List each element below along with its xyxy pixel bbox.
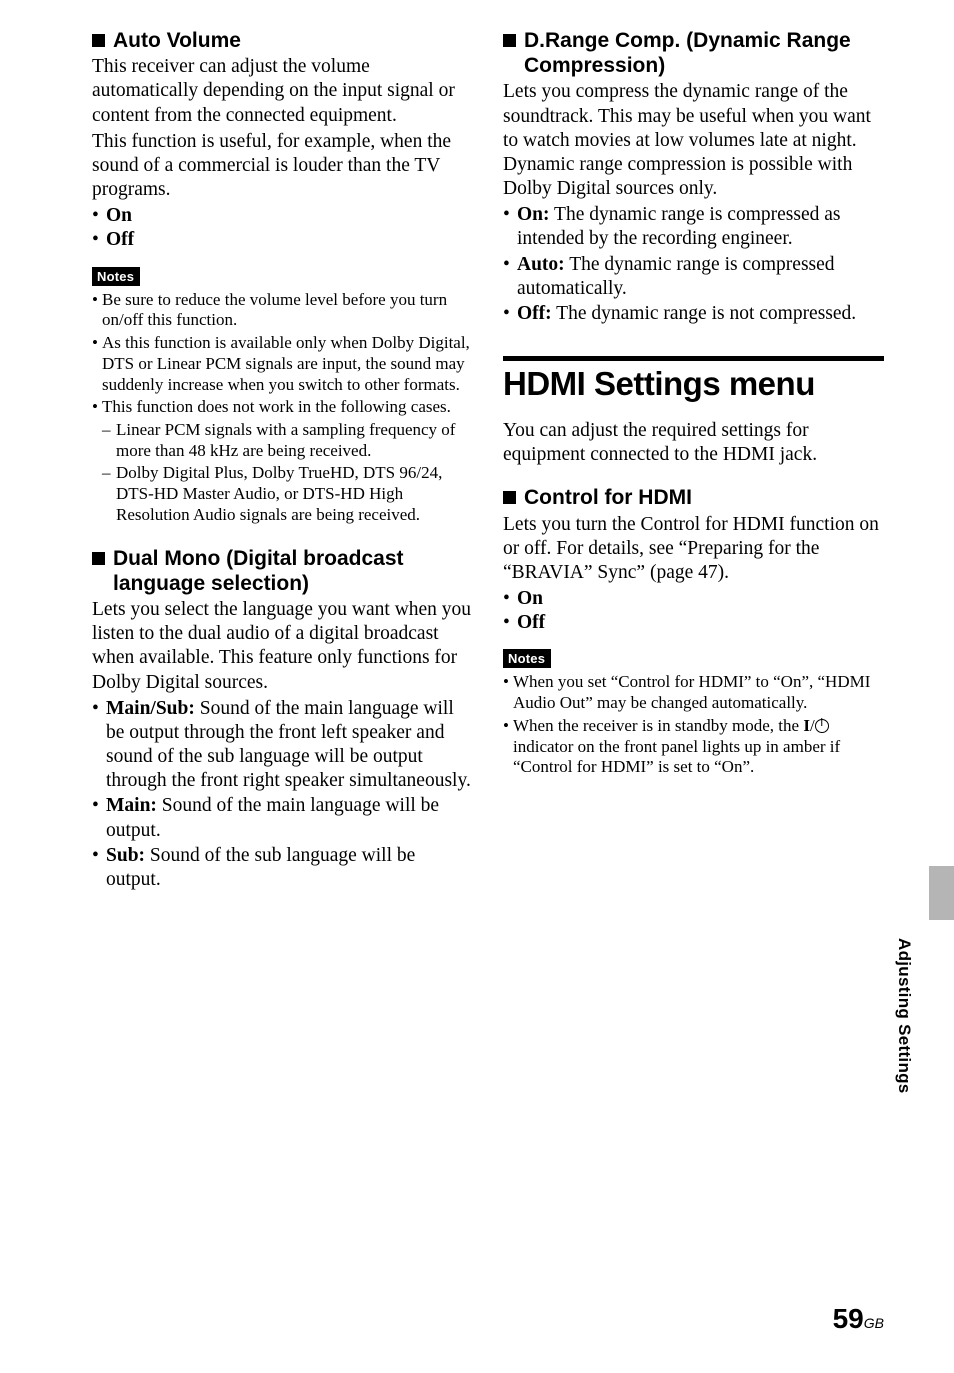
heading-text: Control for HDMI (524, 485, 692, 510)
heading-control-hdmi: Control for HDMI (503, 485, 884, 510)
page-columns: Auto Volume This receiver can adjust the… (92, 28, 884, 893)
note-pre: When the receiver is in standby mode, th… (513, 716, 803, 735)
list-item: On: The dynamic range is compressed as i… (503, 203, 884, 251)
left-column: Auto Volume This receiver can adjust the… (92, 28, 473, 893)
bullet-square-icon (503, 34, 516, 47)
sub-note: Linear PCM signals with a sampling frequ… (102, 420, 473, 461)
opt-on: On (503, 587, 884, 611)
list-item: Sub: Sound of the sub language will be o… (92, 844, 473, 892)
dual-mono-items: Main/Sub: Sound of the main language wil… (92, 697, 473, 892)
auto-volume-para1: This receiver can adjust the volume auto… (92, 55, 473, 128)
control-hdmi-notes: When you set “Control for HDMI” to “On”,… (503, 672, 884, 778)
auto-volume-notes: Be sure to reduce the volume level befor… (92, 290, 473, 526)
power-icon (815, 719, 829, 733)
heading-text: Auto Volume (113, 28, 241, 53)
page-footer: 59GB (833, 1303, 884, 1335)
opt-off: Off (503, 611, 884, 635)
note-bold: I (803, 716, 810, 735)
auto-volume-options: On Off (92, 204, 473, 252)
section-rule (503, 356, 884, 361)
right-column: D.Range Comp. (Dynamic Range Compression… (503, 28, 884, 893)
sub-notes: Linear PCM signals with a sampling frequ… (102, 420, 473, 526)
bullet-square-icon (503, 491, 516, 504)
hdmi-heading: HDMI Settings menu (503, 365, 884, 403)
note: As this function is available only when … (92, 333, 473, 395)
heading-drange: D.Range Comp. (Dynamic Range Compression… (503, 28, 884, 78)
note-post: indicator on the front panel lights up i… (513, 737, 840, 777)
bullet-square-icon (92, 34, 105, 47)
heading-auto-volume: Auto Volume (92, 28, 473, 53)
opt-off: Off (92, 228, 473, 252)
opt-on: On (92, 204, 473, 228)
note: When you set “Control for HDMI” to “On”,… (503, 672, 884, 713)
drange-items: On: The dynamic range is compressed as i… (503, 203, 884, 326)
heading-dual-mono: Dual Mono (Digital broadcast language se… (92, 546, 473, 596)
drange-para: Lets you compress the dynamic range of t… (503, 80, 884, 201)
list-item: Off: The dynamic range is not compressed… (503, 302, 884, 326)
page-suffix: GB (864, 1315, 884, 1331)
note: When the receiver is in standby mode, th… (503, 716, 884, 778)
note: Be sure to reduce the volume level befor… (92, 290, 473, 331)
side-tab: Adjusting Settings (894, 892, 914, 1094)
page-number: 59 (833, 1303, 864, 1334)
bullet-square-icon (92, 552, 105, 565)
heading-text: D.Range Comp. (Dynamic Range Compression… (524, 28, 884, 78)
side-section-label: Adjusting Settings (894, 938, 914, 1094)
sub-note: Dolby Digital Plus, Dolby TrueHD, DTS 96… (102, 463, 473, 525)
note-text: This function does not work in the follo… (102, 397, 451, 416)
control-hdmi-para: Lets you turn the Control for HDMI funct… (503, 513, 884, 586)
heading-text: Dual Mono (Digital broadcast language se… (113, 546, 473, 596)
notes-label: Notes (503, 649, 551, 668)
control-hdmi-options: On Off (503, 587, 884, 635)
dual-mono-para: Lets you select the language you want wh… (92, 598, 473, 695)
list-item: Auto: The dynamic range is compressed au… (503, 253, 884, 301)
hdmi-para: You can adjust the required settings for… (503, 419, 884, 467)
list-item: Main: Sound of the main language will be… (92, 794, 473, 842)
notes-label: Notes (92, 267, 140, 286)
note: This function does not work in the follo… (92, 397, 473, 525)
auto-volume-para2: This function is useful, for example, wh… (92, 130, 473, 203)
list-item: Main/Sub: Sound of the main language wil… (92, 697, 473, 794)
note-slash: / (810, 716, 815, 735)
tab-marker (929, 866, 954, 920)
